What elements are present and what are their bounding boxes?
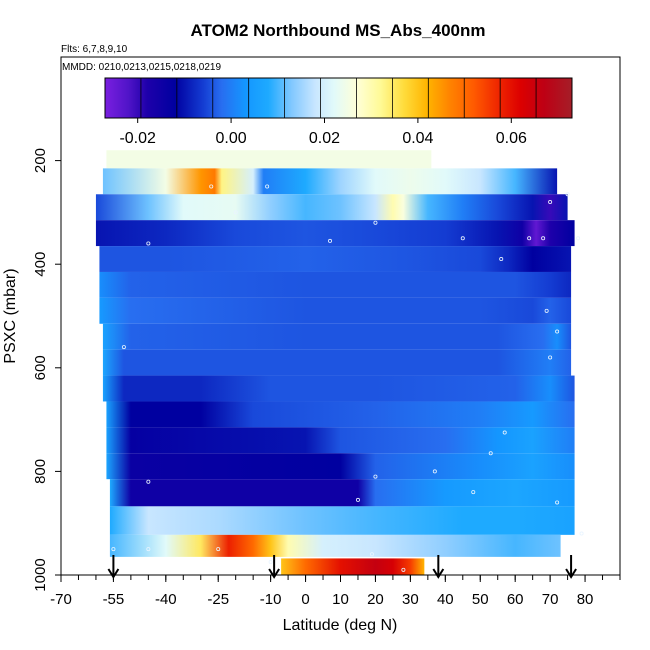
y-tick-label: 800 bbox=[32, 459, 49, 484]
heatmap-layer bbox=[102, 168, 558, 195]
x-tick-label: 0 bbox=[301, 591, 309, 608]
x-tick-label: 40 bbox=[437, 591, 454, 608]
sample-point bbox=[121, 345, 126, 350]
sample-point bbox=[576, 236, 581, 241]
heatmap-layer bbox=[102, 349, 572, 376]
sample-point bbox=[328, 238, 333, 243]
sample-point bbox=[146, 547, 151, 552]
sample-point bbox=[355, 497, 360, 502]
sample-point bbox=[502, 430, 507, 435]
sample-point bbox=[216, 547, 221, 552]
x-tick-label: -10 bbox=[260, 591, 282, 608]
heatmap-layer bbox=[106, 427, 575, 454]
sample-point bbox=[373, 220, 378, 225]
heatmap-layer bbox=[281, 558, 425, 575]
sample-point bbox=[555, 329, 560, 334]
heatmap-layer bbox=[106, 401, 575, 428]
heatmap-layer bbox=[109, 506, 575, 535]
heatmap-layer bbox=[102, 323, 572, 350]
colorbar-tick-label: 0.04 bbox=[402, 130, 433, 147]
x-axis: -70 -55 -40 -25 -10 0 10 20 30 40 50 60 70 80 bbox=[50, 575, 621, 608]
flight-arrows bbox=[107, 555, 577, 579]
heatmap-layers bbox=[95, 150, 575, 575]
x-tick-label: -70 bbox=[50, 591, 72, 608]
x-tick-label: 30 bbox=[402, 591, 419, 608]
flight-arrow bbox=[107, 555, 120, 579]
heatmap-layer bbox=[99, 271, 572, 298]
sample-point bbox=[265, 184, 270, 189]
colorbar-tick-label: 0.06 bbox=[496, 130, 527, 147]
x-tick-label: -55 bbox=[103, 591, 125, 608]
heatmap-layer bbox=[95, 194, 568, 221]
colorbar: -0.02 0.00 0.02 0.04 0.06 bbox=[104, 77, 573, 147]
x-tick-label: 50 bbox=[472, 591, 489, 608]
y-tick-label: 1000 bbox=[32, 558, 49, 591]
y-tick-label: 200 bbox=[32, 148, 49, 173]
heatmap-layer bbox=[95, 220, 575, 247]
heatmap-layer bbox=[99, 246, 572, 272]
sample-point bbox=[460, 236, 465, 241]
colorbar-tick-label: 0.00 bbox=[216, 130, 247, 147]
sample-point bbox=[579, 531, 584, 536]
y-tick-label: 400 bbox=[32, 252, 49, 277]
sample-point bbox=[111, 547, 116, 552]
x-tick-label: -25 bbox=[207, 591, 229, 608]
chart-title: ATOM2 Northbound MS_Abs_400nm bbox=[190, 21, 485, 40]
sample-point bbox=[432, 469, 437, 474]
flight-arrow bbox=[268, 555, 280, 579]
y-tick-label: 600 bbox=[32, 355, 49, 380]
x-tick-label: 80 bbox=[577, 591, 594, 608]
sample-point bbox=[499, 257, 504, 262]
sample-point bbox=[369, 552, 374, 557]
heatmap-layer bbox=[109, 479, 575, 507]
sample-point bbox=[401, 567, 406, 572]
colorbar-tick-label: 0.02 bbox=[309, 130, 340, 147]
sample-point bbox=[488, 451, 493, 456]
heatmap-layer bbox=[106, 150, 432, 169]
x-tick-label: 60 bbox=[507, 591, 524, 608]
sample-point bbox=[373, 474, 378, 479]
sample-point bbox=[548, 355, 553, 360]
colorbar-tick-label: -0.02 bbox=[119, 130, 156, 147]
x-tick-label: -40 bbox=[155, 591, 177, 608]
y-axis-label: PSXC (mbar) bbox=[2, 268, 19, 363]
sample-point bbox=[541, 236, 546, 241]
heatmap-layer bbox=[102, 375, 575, 402]
sample-point bbox=[233, 210, 238, 215]
x-tick-label: 20 bbox=[367, 591, 384, 608]
sample-point bbox=[146, 479, 151, 484]
sample-points bbox=[111, 184, 584, 572]
flight-arrow bbox=[565, 555, 577, 579]
y-axis: 200 400 600 800 1000 bbox=[32, 148, 61, 592]
sample-point bbox=[548, 200, 553, 205]
colorbar-gradient bbox=[104, 77, 573, 119]
sample-point bbox=[471, 490, 476, 495]
sample-point bbox=[209, 184, 214, 189]
sample-point bbox=[555, 500, 560, 505]
dates-label: MMDD: 0210,0213,0215,0218,0219 bbox=[62, 62, 221, 73]
sample-point bbox=[146, 241, 151, 246]
x-tick-label: 70 bbox=[542, 591, 559, 608]
heatmap-layer bbox=[109, 534, 561, 557]
sample-point bbox=[544, 308, 549, 313]
heatmap-layer bbox=[106, 453, 575, 480]
x-axis-label: Latitude (deg N) bbox=[283, 617, 398, 634]
sample-point bbox=[565, 192, 570, 197]
sample-point bbox=[527, 236, 532, 241]
flights-label: Flts: 6,7,8,9,10 bbox=[61, 44, 128, 55]
flight-arrow bbox=[432, 555, 445, 579]
heatmap-layer bbox=[99, 297, 572, 324]
x-tick-label: 10 bbox=[332, 591, 349, 608]
sample-point bbox=[268, 560, 273, 565]
